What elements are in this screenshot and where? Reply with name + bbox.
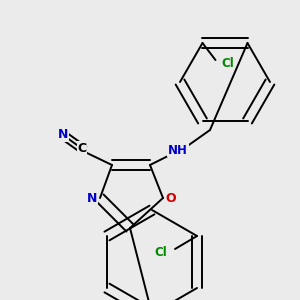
Text: C: C (77, 142, 87, 154)
Text: N: N (58, 128, 68, 142)
Text: Cl: Cl (155, 247, 167, 260)
Text: O: O (166, 191, 176, 205)
Text: Cl: Cl (221, 56, 234, 70)
Text: N: N (87, 191, 97, 205)
Text: NH: NH (168, 143, 188, 157)
